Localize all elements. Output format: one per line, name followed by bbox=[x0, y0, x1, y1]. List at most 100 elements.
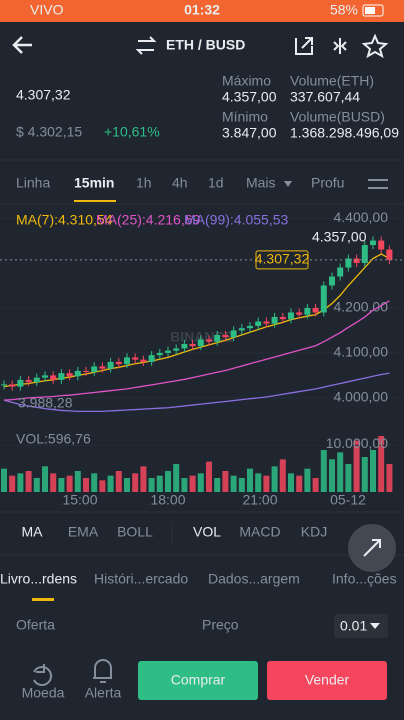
indicator-tab[interactable]: VOL bbox=[193, 524, 221, 540]
carrier: VIVO bbox=[30, 2, 64, 18]
favorite-icon[interactable] bbox=[361, 33, 389, 59]
volume-bar bbox=[165, 471, 171, 492]
volume-bar bbox=[263, 475, 270, 492]
volume-bar bbox=[247, 468, 253, 492]
volume-bar bbox=[386, 464, 393, 492]
candle bbox=[181, 343, 188, 349]
last-price-label: 4.307,32 bbox=[255, 251, 310, 267]
indicator-tab[interactable]: MACD bbox=[239, 524, 280, 540]
candle bbox=[58, 373, 65, 380]
indicator-tab[interactable]: KDJ bbox=[301, 524, 327, 540]
volume-bar bbox=[353, 440, 360, 492]
volume-bar bbox=[222, 471, 229, 492]
volume-bar bbox=[238, 478, 245, 492]
tab[interactable]: Dados...argem bbox=[208, 571, 300, 587]
candle bbox=[361, 245, 368, 264]
interval-tab[interactable]: 1h bbox=[136, 175, 152, 191]
volume-bar bbox=[345, 464, 352, 492]
volume-bar bbox=[361, 457, 368, 492]
step-select[interactable] bbox=[334, 614, 388, 638]
interval-tab[interactable]: 4h bbox=[172, 175, 188, 191]
indicator-tab[interactable]: BOLL bbox=[117, 524, 153, 540]
candle bbox=[1, 384, 7, 386]
swap-icon[interactable] bbox=[135, 36, 157, 55]
candle bbox=[263, 321, 270, 324]
volume-bar bbox=[255, 473, 262, 492]
candle bbox=[255, 321, 262, 326]
vol-tick-label: 10.000,00 bbox=[326, 435, 388, 451]
buy-label[interactable]: Comprar bbox=[171, 672, 226, 688]
sell-button[interactable] bbox=[267, 661, 387, 700]
candle bbox=[124, 357, 130, 365]
volume-bar bbox=[99, 480, 106, 492]
fiat-price: $ 4.302,15 bbox=[16, 124, 82, 140]
candle bbox=[329, 276, 335, 286]
volume-bar bbox=[320, 450, 327, 492]
volume-bar bbox=[124, 478, 130, 492]
volume-bar bbox=[17, 473, 24, 492]
volume-bar bbox=[296, 475, 303, 492]
candle bbox=[370, 240, 376, 246]
battery-level bbox=[365, 7, 375, 14]
interval-tab[interactable]: 15min bbox=[74, 175, 114, 191]
volume-bar bbox=[181, 478, 188, 492]
stat-value: 4.357,00 bbox=[222, 89, 277, 105]
volume-bar bbox=[33, 478, 40, 492]
stat-value: 337.607,44 bbox=[290, 89, 360, 105]
tab[interactable]: Históri...ercado bbox=[94, 571, 188, 587]
candle bbox=[197, 339, 204, 347]
candle bbox=[288, 312, 294, 320]
clock: 01:32 bbox=[184, 2, 220, 18]
back-button[interactable] bbox=[12, 36, 32, 54]
candle bbox=[17, 379, 24, 387]
interval-underline bbox=[74, 200, 116, 202]
volume-bar bbox=[148, 478, 155, 492]
candle bbox=[378, 240, 385, 250]
interval-tab[interactable]: Profu bbox=[311, 175, 344, 191]
tab[interactable]: Livro...rdens bbox=[0, 571, 77, 587]
bid-header: Oferta bbox=[16, 617, 55, 633]
candle bbox=[386, 249, 393, 260]
low-label: 3.988,28 bbox=[18, 395, 73, 411]
candle bbox=[312, 307, 319, 313]
x-tick-label: 21:00 bbox=[242, 492, 277, 508]
high-label: 4.357,00 bbox=[312, 229, 367, 245]
volume-bar bbox=[132, 473, 139, 492]
pair[interactable]: ETH / BUSD bbox=[166, 37, 245, 53]
indicator-tab[interactable]: MA bbox=[22, 524, 44, 540]
candle bbox=[271, 316, 278, 324]
alert-icon[interactable] bbox=[93, 659, 112, 683]
alert-label[interactable]: Alerta bbox=[85, 685, 122, 701]
volume-bar bbox=[378, 436, 385, 492]
ma-legend: MA(25):4.216,69 bbox=[96, 212, 200, 228]
candle bbox=[74, 370, 81, 377]
volume-bar bbox=[115, 471, 122, 492]
share-icon[interactable] bbox=[295, 37, 313, 55]
last-price: 4.307,32 bbox=[16, 87, 71, 103]
candle bbox=[140, 359, 147, 362]
ma-line bbox=[3, 372, 390, 412]
stat-label: Máximo bbox=[222, 73, 271, 89]
last-price-box bbox=[255, 250, 309, 270]
stat-label: Volume(ETH) bbox=[290, 73, 374, 89]
interval-tab[interactable]: 1d bbox=[208, 175, 224, 191]
y-tick-label: 4.000,00 bbox=[334, 389, 389, 405]
settings-icon[interactable] bbox=[368, 179, 388, 189]
stat-label: Mínimo bbox=[222, 109, 268, 125]
volume-bar bbox=[329, 459, 335, 492]
candle bbox=[50, 375, 57, 380]
fullscreen-icon bbox=[363, 539, 381, 557]
candle bbox=[165, 350, 171, 353]
volume-bar bbox=[156, 475, 163, 492]
interval-tab[interactable]: Mais bbox=[246, 175, 276, 191]
coin-icon[interactable] bbox=[33, 664, 53, 686]
candle bbox=[156, 352, 163, 356]
tab[interactable]: Info...ções bbox=[332, 571, 397, 587]
candle bbox=[320, 285, 327, 313]
indicator-tab[interactable]: EMA bbox=[68, 524, 99, 540]
compare-icon[interactable] bbox=[333, 38, 347, 54]
coin-label[interactable]: Moeda bbox=[22, 685, 65, 701]
interval-tab[interactable]: Linha bbox=[16, 175, 50, 191]
buy-button[interactable] bbox=[138, 661, 258, 700]
sell-label[interactable]: Vender bbox=[305, 672, 350, 688]
